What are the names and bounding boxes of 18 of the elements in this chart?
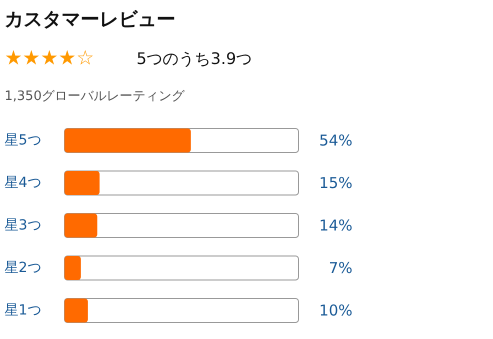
data-label: 7% xyxy=(328,259,352,277)
bar xyxy=(64,298,88,322)
y-tick-label: 星5つ xyxy=(4,132,42,148)
bar xyxy=(64,171,100,195)
y-tick-label: 星1つ xyxy=(4,302,42,318)
data-label: 15% xyxy=(319,174,353,192)
data-label: 54% xyxy=(319,132,353,150)
bar xyxy=(64,256,81,280)
y-tick-label: 星3つ xyxy=(4,218,42,234)
text: ★★★★☆ xyxy=(4,46,94,70)
data-label: 10% xyxy=(319,302,353,320)
data-label: 14% xyxy=(319,216,353,234)
text: 1,350グローバルレーティング xyxy=(4,89,186,104)
chart-subtitle: 5つのうち3.9つ xyxy=(136,49,252,68)
chart-title: カスタマーレビュー xyxy=(4,8,176,30)
bar xyxy=(64,214,98,238)
y-tick-label: 星2つ xyxy=(4,260,42,276)
y-tick-label: 星4つ xyxy=(4,175,42,191)
